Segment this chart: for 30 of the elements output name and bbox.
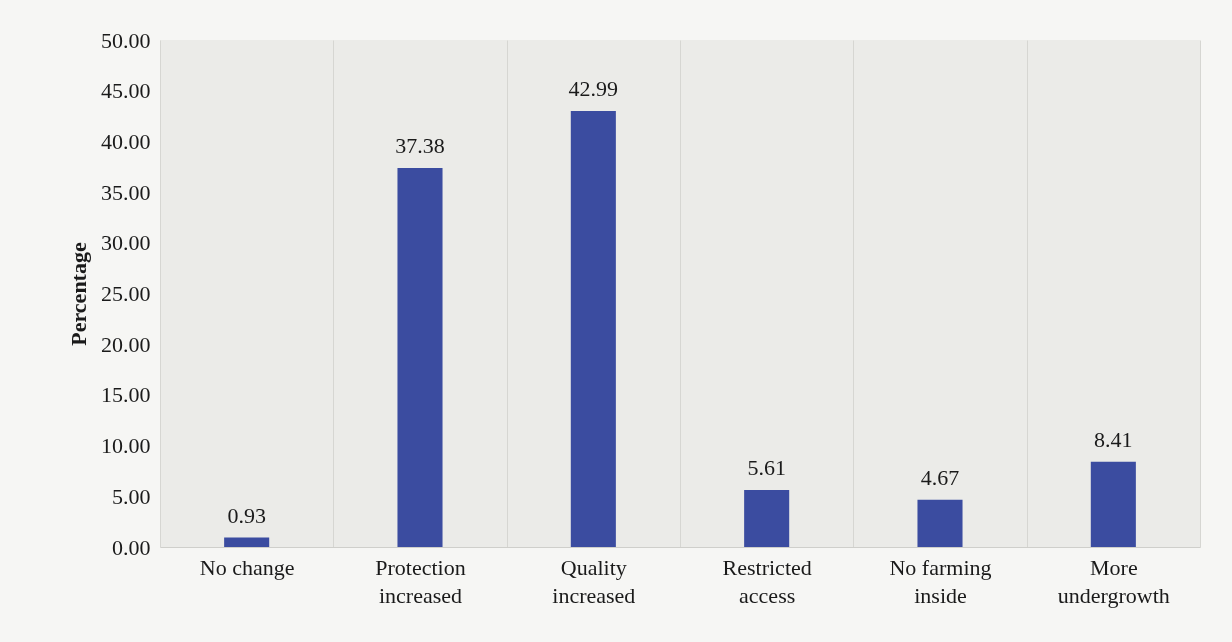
x-tick-label: No farming inside: [889, 554, 992, 608]
data-label: 37.38: [395, 132, 445, 158]
bar: [224, 537, 270, 547]
y-tick-label: 40.00: [101, 128, 151, 154]
y-tick-label: 0.00: [112, 534, 151, 560]
x-tick-label: No change: [199, 554, 295, 580]
y-tick-label: 15.00: [101, 382, 151, 408]
bar: [917, 499, 963, 547]
y-tick-label: 25.00: [101, 281, 151, 306]
y-axis-title: Percentage: [66, 242, 91, 346]
x-tick-label: Protection increased: [375, 554, 466, 608]
x-tick-label: Restricted access: [722, 554, 812, 608]
data-label: 8.41: [1094, 426, 1133, 452]
data-label: 42.99: [568, 76, 619, 102]
bar: [744, 490, 790, 547]
bar: [1090, 461, 1136, 547]
bar: [570, 111, 616, 547]
y-tick-label: 20.00: [101, 331, 151, 357]
x-tick-label: More undergrowth: [1057, 554, 1170, 608]
y-tick-label: 30.00: [101, 230, 151, 256]
y-tick-label: 35.00: [101, 179, 151, 205]
y-tick-label: 45.00: [101, 78, 151, 104]
bar: [397, 167, 443, 547]
y-tick-label: 5.00: [112, 483, 151, 509]
y-tick-label: 10.00: [101, 433, 151, 459]
x-tick-label: Quality increased: [552, 554, 636, 608]
data-label: 4.67: [920, 464, 960, 490]
data-label: 0.93: [227, 502, 266, 528]
y-tick-label: 50.00: [101, 27, 151, 53]
data-label: 5.61: [747, 455, 786, 481]
